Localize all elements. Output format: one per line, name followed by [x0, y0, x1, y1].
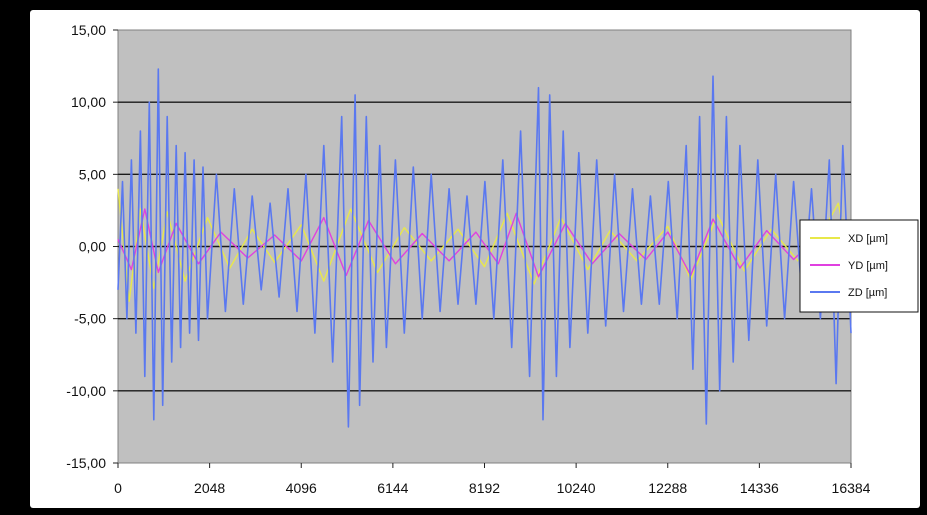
y-tick-label: 15,00: [71, 22, 106, 38]
y-tick-label: 5,00: [79, 166, 106, 182]
y-tick-label: -10,00: [66, 383, 106, 399]
x-tick-label: 8192: [469, 480, 500, 496]
y-tick-label: 10,00: [71, 94, 106, 110]
x-tick-label: 12288: [648, 480, 687, 496]
series-line-xd: [117, 188, 852, 302]
legend-label: XD [µm]: [848, 233, 888, 245]
x-tick-label: 10240: [557, 480, 596, 496]
legend-label: ZD [µm]: [848, 287, 887, 299]
x-tick-label: 6144: [377, 480, 408, 496]
y-tick-label: -15,00: [66, 455, 106, 471]
x-tick-label: 0: [114, 480, 122, 496]
x-tick-label: 2048: [194, 480, 225, 496]
x-tick-label: 14336: [740, 480, 779, 496]
series-line-zd: [117, 68, 852, 428]
y-tick-label: 0,00: [79, 239, 106, 255]
x-tick-label: 16384: [832, 480, 871, 496]
y-tick-label: -5,00: [74, 311, 106, 327]
legend-label: YD [µm]: [848, 260, 888, 272]
x-tick-label: 4096: [286, 480, 317, 496]
